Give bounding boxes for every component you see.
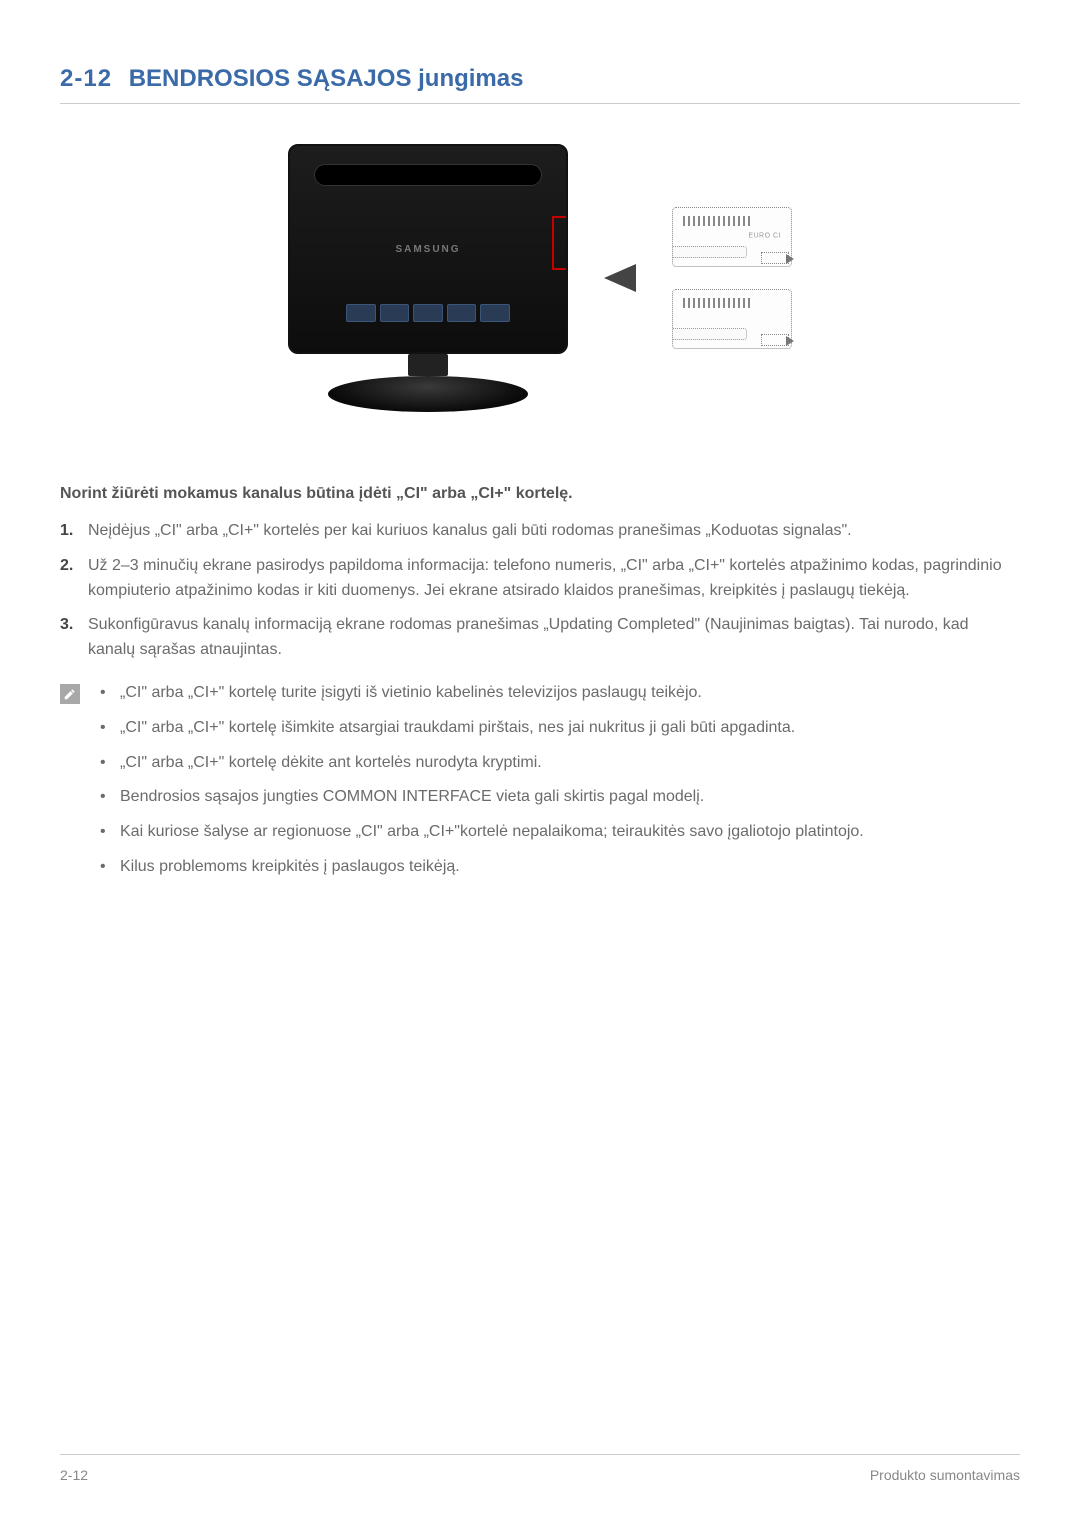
step-text: Už 2–3 minučių ekrane pasirodys papildom… bbox=[88, 554, 1020, 604]
stand-base bbox=[328, 376, 528, 412]
monitor-back: SAMSUNG bbox=[288, 144, 568, 354]
direction-arrow-icon bbox=[761, 334, 789, 346]
section-number: 2-12 bbox=[60, 65, 112, 92]
card-edge bbox=[673, 328, 747, 340]
note-item: „CI" arba „CI+" kortelę turite įsigyti i… bbox=[94, 681, 864, 706]
step-item: 2. Už 2–3 minučių ekrane pasirodys papil… bbox=[60, 554, 1020, 604]
steps-list: 1. Neįdėjus „CI" arba „CI+" kortelės per… bbox=[60, 519, 1020, 663]
direction-arrow-icon bbox=[761, 252, 789, 264]
ci-slot-highlight bbox=[552, 216, 568, 270]
section-name: BENDROSIOS SĄSAJOS jungimas bbox=[129, 65, 524, 92]
footer-right: Produkto sumontavimas bbox=[870, 1465, 1020, 1487]
notes-list: „CI" arba „CI+" kortelę turite įsigyti i… bbox=[94, 681, 864, 890]
figure-ci-slot: SAMSUNG EURO CI bbox=[60, 144, 1020, 412]
port bbox=[447, 304, 477, 322]
port bbox=[413, 304, 443, 322]
note-item: „CI" arba „CI+" kortelę išimkite atsargi… bbox=[94, 716, 864, 741]
note-item: „CI" arba „CI+" kortelę dėkite ant korte… bbox=[94, 751, 864, 776]
step-number: 1. bbox=[60, 519, 78, 544]
ci-card: EURO CI bbox=[672, 207, 792, 267]
note-item: Kilus problemoms kreipkitės į paslaugos … bbox=[94, 855, 864, 880]
step-item: 1. Neįdėjus „CI" arba „CI+" kortelės per… bbox=[60, 519, 1020, 544]
step-text: Sukonfigūravus kanalų informaciją ekrane… bbox=[88, 613, 1020, 663]
step-number: 3. bbox=[60, 613, 78, 663]
step-number: 2. bbox=[60, 554, 78, 604]
intro-text: Norint žiūrėti mokamus kanalus būtina įd… bbox=[60, 482, 1020, 507]
ci-cards: EURO CI bbox=[672, 207, 792, 349]
section-title: 2-12 BENDROSIOS SĄSAJOS jungimas bbox=[60, 60, 1020, 104]
card-edge bbox=[673, 246, 747, 258]
port bbox=[380, 304, 410, 322]
brand-label: SAMSUNG bbox=[290, 242, 566, 258]
step-text: Neįdėjus „CI" arba „CI+" kortelės per ka… bbox=[88, 519, 852, 544]
step-item: 3. Sukonfigūravus kanalų informaciją ekr… bbox=[60, 613, 1020, 663]
note-block: „CI" arba „CI+" kortelę turite įsigyti i… bbox=[60, 681, 1020, 890]
ci-card bbox=[672, 289, 792, 349]
card-pins bbox=[683, 298, 753, 308]
port bbox=[480, 304, 510, 322]
arrow-left-icon bbox=[604, 264, 636, 292]
note-icon bbox=[60, 684, 80, 704]
note-item: Bendrosios sąsajos jungties COMMON INTER… bbox=[94, 785, 864, 810]
note-item: Kai kuriose šalyse ar regionuose „CI" ar… bbox=[94, 820, 864, 845]
monitor-illustration: SAMSUNG bbox=[288, 144, 568, 412]
vent-strip bbox=[314, 164, 542, 186]
pencil-icon bbox=[63, 687, 77, 701]
stand-neck bbox=[408, 354, 448, 376]
card-pins bbox=[683, 216, 753, 226]
footer-left: 2-12 bbox=[60, 1465, 88, 1487]
insert-arrow bbox=[604, 264, 636, 292]
port bbox=[346, 304, 376, 322]
page-footer: 2-12 Produkto sumontavimas bbox=[60, 1454, 1020, 1487]
ports-row bbox=[346, 300, 510, 326]
card-label: EURO CI bbox=[748, 232, 781, 243]
